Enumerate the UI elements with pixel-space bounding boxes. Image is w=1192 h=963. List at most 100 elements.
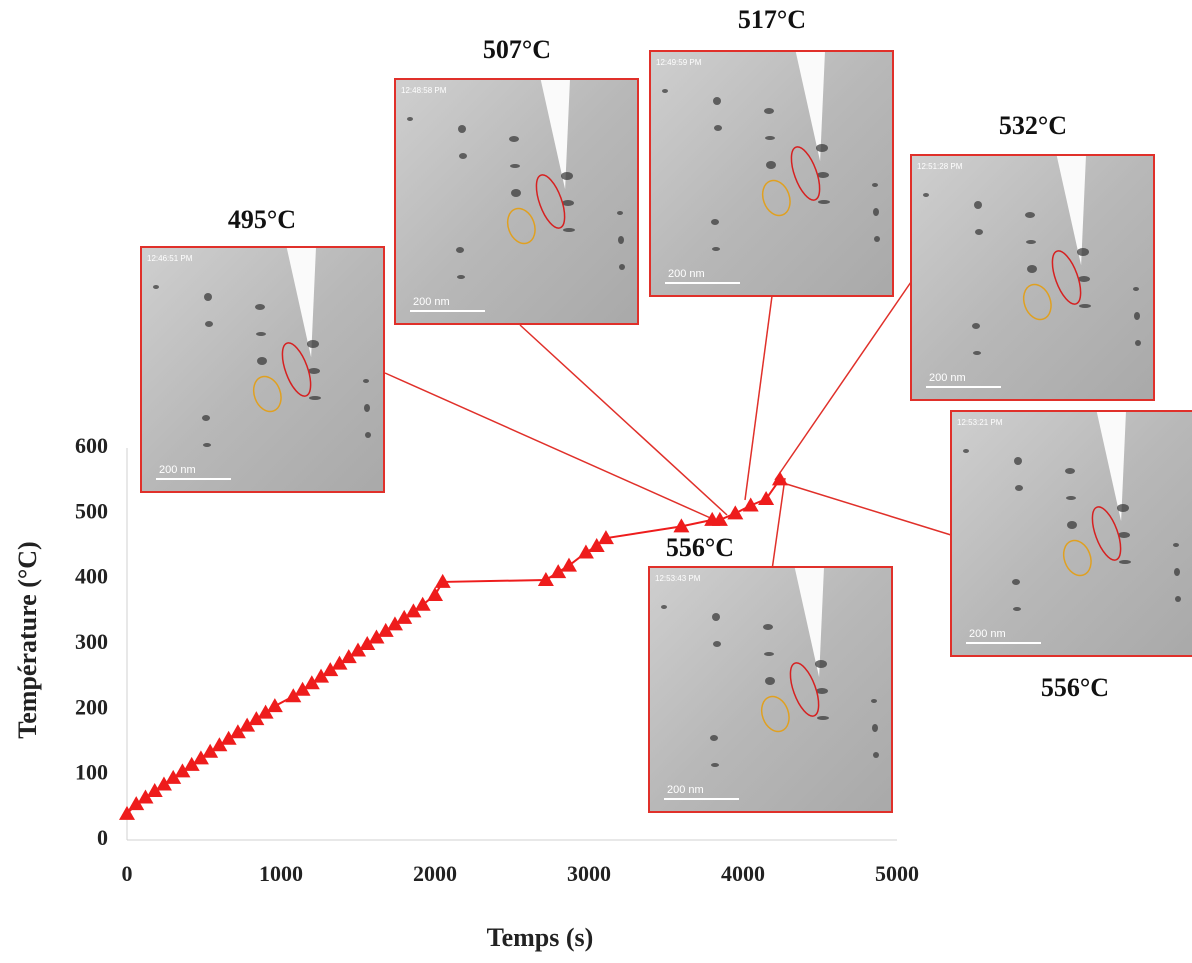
data-point — [257, 704, 274, 719]
data-point — [137, 789, 154, 804]
data-point — [711, 511, 728, 526]
data-point — [146, 783, 163, 797]
x-tick-label: 3000 — [567, 861, 611, 886]
precipitate — [459, 153, 467, 159]
data-point — [248, 711, 265, 726]
data-point — [183, 756, 200, 771]
precipitate — [1117, 504, 1129, 512]
inset-image — [648, 566, 893, 813]
data-point — [285, 688, 302, 703]
precipitate — [713, 97, 721, 105]
precipitate — [963, 449, 969, 453]
precipitate — [817, 716, 829, 720]
data-point — [550, 564, 567, 579]
inset-bright-region — [1096, 412, 1126, 522]
precipitate — [873, 208, 879, 216]
data-point — [119, 805, 135, 820]
data-point — [220, 730, 237, 745]
inset: 12:51:28 PM 200 nm 532°C — [910, 111, 1155, 401]
precipitate — [511, 189, 521, 197]
precipitate — [872, 183, 878, 187]
x-tick-label: 5000 — [875, 861, 919, 886]
y-tick-label: 100 — [75, 760, 108, 785]
inset: 12:49:59 PM 200 nm 517°C — [649, 5, 894, 297]
precipitate — [1119, 560, 1131, 564]
inset-label: 556°C — [666, 533, 734, 562]
precipitate — [763, 624, 773, 630]
data-point — [405, 603, 422, 618]
inset: 12:48:58 PM 200 nm 507°C — [394, 35, 639, 325]
inset-bright-region — [794, 568, 824, 678]
precipitate — [1135, 340, 1141, 346]
precipitate — [816, 688, 828, 694]
precipitate — [714, 125, 722, 131]
precipitate — [972, 323, 980, 329]
data-point — [128, 796, 145, 811]
data-point — [350, 642, 366, 657]
precipitate — [1067, 521, 1077, 529]
precipitate — [710, 735, 718, 741]
scale-bar-label: 200 nm — [668, 268, 705, 280]
precipitate — [1066, 496, 1076, 500]
inset-label: 507°C — [483, 35, 551, 64]
yellow-marker — [1022, 283, 1052, 321]
precipitate — [711, 763, 719, 767]
inset-bright-region — [795, 52, 825, 162]
red-marker — [789, 662, 820, 717]
data-point — [174, 763, 191, 778]
data-point — [673, 518, 690, 533]
data-point — [229, 724, 246, 739]
precipitate — [711, 219, 719, 225]
inset: 12:53:21 PM 200 nm 556°C — [950, 410, 1192, 702]
scale-bar-label: 200 nm — [159, 464, 196, 476]
precipitate — [364, 404, 370, 412]
precipitate — [1013, 607, 1021, 611]
precipitate — [407, 117, 413, 121]
precipitate — [712, 247, 720, 251]
inset-bright-region — [540, 80, 570, 190]
precipitate — [975, 229, 983, 235]
red-marker — [1051, 250, 1082, 305]
precipitate — [307, 340, 319, 348]
y-axis-title: Température (°C) — [13, 541, 42, 738]
inset-label: 495°C — [228, 205, 296, 234]
precipitate — [818, 200, 830, 204]
data-point — [727, 505, 744, 520]
precipitate — [1077, 248, 1089, 256]
data-point — [294, 681, 311, 696]
data-point — [771, 471, 788, 486]
inset-label: 532°C — [999, 111, 1067, 140]
precipitate — [765, 136, 775, 140]
precipitate — [872, 724, 878, 732]
yellow-marker — [1062, 539, 1092, 577]
precipitate — [973, 351, 981, 355]
precipitate — [1026, 240, 1036, 244]
data-point — [758, 490, 775, 505]
leader-lines — [384, 281, 952, 571]
y-tick-label: 500 — [75, 498, 108, 523]
precipitate — [1014, 457, 1022, 465]
precipitate — [561, 172, 573, 180]
precipitate — [1133, 287, 1139, 291]
precipitate — [618, 236, 624, 244]
precipitate — [1134, 312, 1140, 320]
data-point — [359, 636, 376, 650]
precipitate — [365, 432, 371, 438]
y-tick-label: 200 — [75, 694, 108, 719]
precipitate — [257, 357, 267, 365]
data-point — [588, 538, 605, 552]
inset-timestamp: 12:46:51 PM — [147, 254, 193, 263]
precipitate — [510, 164, 520, 168]
precipitate — [204, 293, 212, 301]
precipitate — [1118, 532, 1130, 538]
precipitate — [1065, 468, 1075, 474]
precipitate — [1078, 276, 1090, 282]
precipitate — [816, 144, 828, 152]
precipitate — [764, 108, 774, 114]
data-point — [192, 750, 209, 765]
precipitate — [766, 161, 776, 169]
red-marker — [790, 146, 821, 201]
precipitate — [456, 247, 464, 253]
scale-bar-label: 200 nm — [413, 296, 450, 308]
data-point — [434, 573, 451, 588]
